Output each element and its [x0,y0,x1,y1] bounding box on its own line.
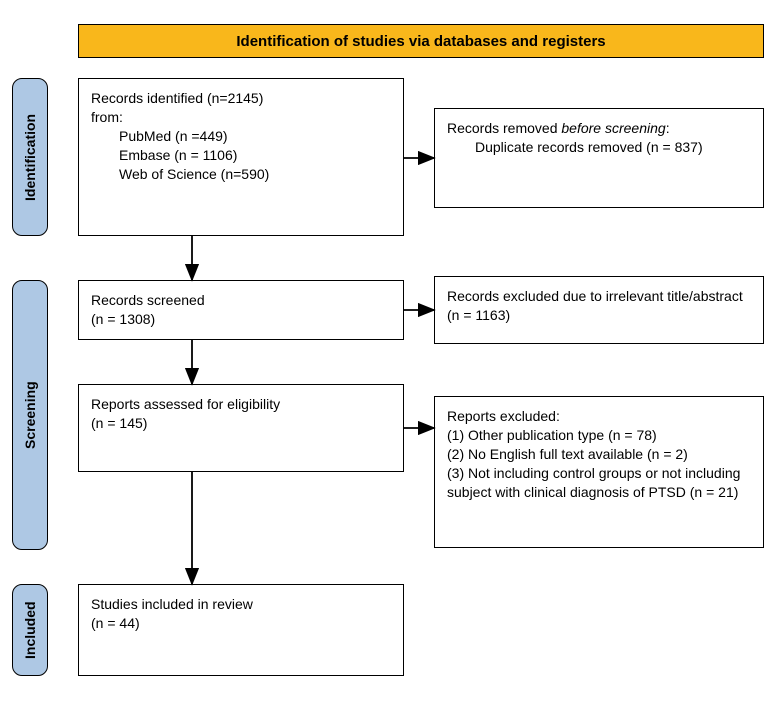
node-line: Duplicate records removed (n = 837) [447,138,751,157]
phase-included: Included [12,584,48,676]
phase-identification: Identification [12,78,48,236]
node-excluded_title: Records excluded due to irrelevant title… [434,276,764,344]
node-screened: Records screened(n = 1308) [78,280,404,340]
node-line: (n = 145) [91,414,391,433]
prisma-flowchart: Identification of studies via databases … [0,0,772,707]
header-box: Identification of studies via databases … [78,24,764,58]
node-line: PubMed (n =449) [91,127,391,146]
node-line: Studies included in review [91,595,391,614]
node-line: (n = 1308) [91,310,391,329]
phase-screening: Screening [12,280,48,550]
node-line: (n = 44) [91,614,391,633]
node-line: Embase (n = 1106) [91,146,391,165]
node-line: from: [91,108,391,127]
node-line: Records excluded due to irrelevant title… [447,287,751,306]
node-line: (1) Other publication type (n = 78) [447,426,751,445]
node-excluded_reports: Reports excluded:(1) Other publication t… [434,396,764,548]
node-removed: Records removed before screening:Duplica… [434,108,764,208]
node-line: (3) Not including control groups or not … [447,464,751,502]
node-line: (2) No English full text available (n = … [447,445,751,464]
node-included: Studies included in review(n = 44) [78,584,404,676]
node-line: Reports assessed for eligibility [91,395,391,414]
node-identified: Records identified (n=2145)from:PubMed (… [78,78,404,236]
node-line: Records screened [91,291,391,310]
node-line: Records removed before screening: [447,119,751,138]
node-line: (n = 1163) [447,306,751,325]
node-assessed: Reports assessed for eligibility(n = 145… [78,384,404,472]
node-line: Records identified (n=2145) [91,89,391,108]
node-line: Web of Science (n=590) [91,165,391,184]
node-line: Reports excluded: [447,407,751,426]
